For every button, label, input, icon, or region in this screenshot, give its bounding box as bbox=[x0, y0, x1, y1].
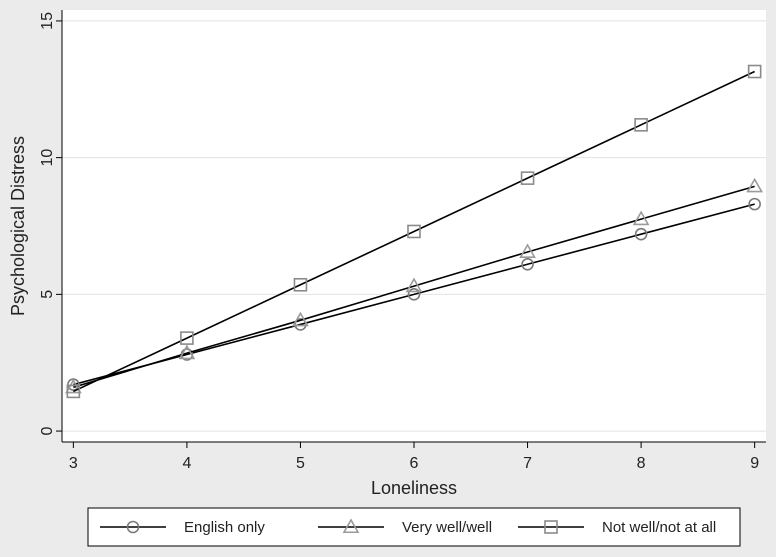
series-2 bbox=[64, 177, 764, 394]
x-tick-label: 7 bbox=[523, 455, 532, 472]
x-tick-label: 3 bbox=[69, 455, 78, 472]
data-point bbox=[520, 171, 535, 185]
y-axis-label: Psychological Distress bbox=[8, 136, 28, 316]
series-line bbox=[73, 203, 755, 386]
x-tick-label: 8 bbox=[637, 455, 646, 472]
series-line bbox=[73, 70, 755, 393]
y-tick-label: 0 bbox=[39, 427, 56, 436]
x-tick-label: 6 bbox=[410, 455, 419, 472]
legend-label: Not well/not at all bbox=[602, 519, 716, 536]
data-point bbox=[634, 118, 648, 132]
legend-item: English only bbox=[100, 519, 265, 536]
y-tick-label: 15 bbox=[39, 12, 56, 30]
x-axis-label: Loneliness bbox=[371, 478, 457, 498]
legend-marker bbox=[544, 520, 558, 534]
legend-marker bbox=[342, 518, 360, 534]
data-point bbox=[292, 311, 309, 327]
data-point bbox=[66, 384, 81, 399]
series-3 bbox=[66, 64, 762, 399]
data-point bbox=[748, 197, 761, 211]
x-tick-label: 9 bbox=[750, 455, 759, 472]
data-point bbox=[519, 243, 536, 259]
y-tick-label: 10 bbox=[39, 149, 56, 167]
data-point bbox=[293, 277, 308, 292]
x-tick-label: 5 bbox=[296, 455, 305, 472]
legend: English only Very well/well Not well/not a… bbox=[100, 518, 716, 536]
data-point bbox=[747, 64, 762, 79]
series-line bbox=[73, 185, 755, 389]
legend-box bbox=[87, 507, 741, 547]
y-tick-label: 5 bbox=[39, 290, 56, 299]
data-point bbox=[634, 227, 648, 241]
data-point bbox=[521, 257, 534, 271]
axes: 0 5 10 15 3 4 5 6 7 8 9 bbox=[39, 10, 766, 472]
data-point bbox=[632, 210, 650, 226]
data-point bbox=[178, 344, 196, 360]
data-point bbox=[64, 378, 82, 394]
legend-label: Very well/well bbox=[402, 519, 492, 536]
data-point bbox=[407, 224, 421, 239]
data-point bbox=[746, 177, 764, 193]
legend-marker bbox=[126, 520, 140, 534]
x-tick-label: 4 bbox=[182, 455, 191, 472]
series-layer bbox=[64, 64, 764, 399]
legend-item: Very well/well bbox=[318, 518, 492, 536]
data-point bbox=[407, 288, 421, 301]
data-point bbox=[405, 277, 423, 293]
legend-item: Not well/not at all bbox=[518, 519, 716, 536]
data-point bbox=[180, 331, 194, 345]
legend-label: English only bbox=[184, 519, 265, 536]
